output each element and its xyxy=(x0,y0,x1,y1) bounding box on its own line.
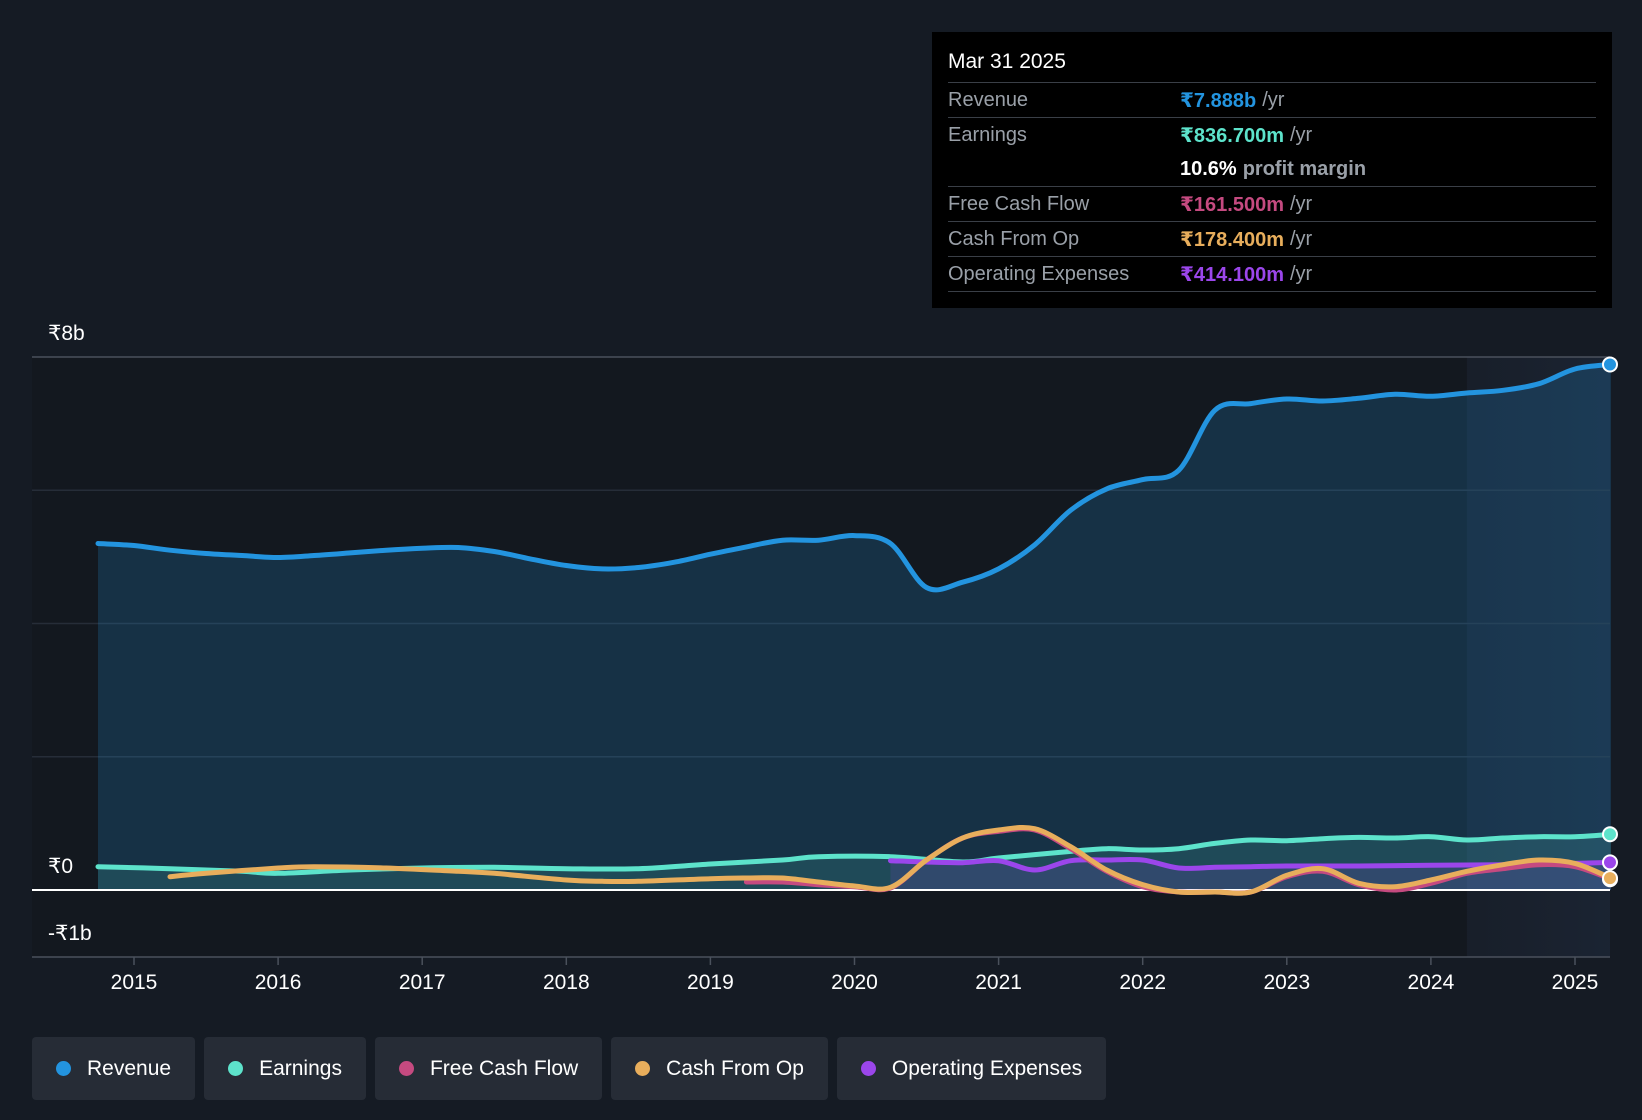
tooltip-row-fcf: Free Cash Flow ₹161.500m /yr xyxy=(948,187,1596,222)
x-tick-label: 2025 xyxy=(1552,971,1599,994)
series-line-opex[interactable] xyxy=(888,856,1614,873)
end-marker-earnings[interactable] xyxy=(1602,826,1618,843)
tooltip-unit: /yr xyxy=(1290,192,1313,215)
tooltip-label: Revenue xyxy=(948,88,1029,111)
x-tick-label: 2024 xyxy=(1408,971,1455,994)
tooltip-row-cfo: Cash From Op ₹178.400m /yr xyxy=(948,222,1596,257)
tooltip-label: Operating Expenses xyxy=(948,262,1130,285)
profit-margin-value: 10.6% xyxy=(1180,157,1237,180)
legend-dot-icon xyxy=(56,1061,71,1076)
gridlines xyxy=(32,356,1610,958)
series-lines xyxy=(95,362,1614,896)
tooltip-label: Earnings xyxy=(948,123,1027,146)
profit-margin-label: profit margin xyxy=(1242,157,1367,180)
legend: Revenue Earnings Free Cash Flow Cash Fro… xyxy=(32,1037,1115,1100)
legend-item-operating-expenses[interactable]: Operating Expenses xyxy=(836,1037,1107,1100)
x-tick-label: 2017 xyxy=(399,971,446,994)
y-tick-label: ₹0 xyxy=(48,855,73,878)
tooltip-value: ₹414.100m xyxy=(1180,263,1284,286)
tooltip-unit: /yr xyxy=(1262,88,1285,111)
x-tick-label: 2020 xyxy=(831,971,878,994)
legend-dot-icon xyxy=(228,1061,244,1076)
legend-item-revenue[interactable]: Revenue xyxy=(32,1037,196,1100)
tooltip-label: Cash From Op xyxy=(948,227,1080,250)
tooltip-value: ₹178.400m xyxy=(1180,228,1284,251)
series-fill-revenue xyxy=(98,364,1611,890)
legend-label: Cash From Op xyxy=(666,1056,804,1080)
legend-item-cash-from-op[interactable]: Cash From Op xyxy=(611,1037,828,1100)
end-markers[interactable] xyxy=(1602,356,1618,888)
legend-label: Earnings xyxy=(259,1056,342,1080)
tooltip-unit: /yr xyxy=(1290,262,1313,285)
tooltip-value: ₹7.888b xyxy=(1180,89,1257,112)
y-axis-labels: ₹8b ₹0 -₹1b xyxy=(48,322,92,945)
tooltip-unit: /yr xyxy=(1290,227,1313,250)
legend-dot-icon xyxy=(860,1061,876,1076)
x-tick-label: 2015 xyxy=(111,971,158,994)
x-axis: 2015 2016 2017 2018 2019 2020 2021 2022 2023 2024… xyxy=(111,957,1599,994)
tooltip-value: ₹161.500m xyxy=(1180,193,1284,216)
series-line-cfo[interactable] xyxy=(167,824,1614,896)
x-tick-label: 2022 xyxy=(1119,971,1166,994)
tooltip-date: Mar 31 2025 xyxy=(948,46,1596,83)
series-line-revenue[interactable] xyxy=(95,362,1614,593)
legend-label: Free Cash Flow xyxy=(429,1056,579,1080)
legend-dot-icon xyxy=(635,1061,651,1076)
x-tick-label: 2019 xyxy=(687,971,734,994)
x-tick-label: 2018 xyxy=(543,971,590,994)
chart-area: ₹8b ₹0 -₹1b 2015 2016 2017 2018 2019 2020 2021… xyxy=(32,322,1618,994)
end-marker-opex[interactable] xyxy=(1602,854,1618,871)
tooltip-panel: Mar 31 2025 Revenue ₹7.888b /yr Earnings… xyxy=(932,32,1612,308)
y-tick-label: ₹8b xyxy=(48,322,85,345)
tooltip-row-opex: Operating Expenses ₹414.100m /yr xyxy=(948,257,1596,292)
end-marker-cfo[interactable] xyxy=(1602,870,1618,887)
series-fill-earnings xyxy=(98,834,1611,890)
legend-item-free-cash-flow[interactable]: Free Cash Flow xyxy=(374,1037,603,1100)
x-tick-label: 2021 xyxy=(975,971,1022,994)
legend-label: Revenue xyxy=(87,1056,172,1080)
legend-label: Operating Expenses xyxy=(891,1056,1083,1080)
tooltip-row-earnings: Earnings ₹836.700m /yr xyxy=(948,118,1596,152)
tooltip-label: Free Cash Flow xyxy=(948,192,1090,215)
y-tick-label: -₹1b xyxy=(48,922,92,945)
tooltip-unit: /yr xyxy=(1290,123,1313,146)
tooltip-row-revenue: Revenue ₹7.888b /yr xyxy=(948,83,1596,118)
x-tick-label: 2016 xyxy=(255,971,302,994)
x-tick-label: 2023 xyxy=(1263,971,1310,994)
tooltip-row-margin: 10.6% profit margin xyxy=(948,152,1596,187)
legend-item-earnings[interactable]: Earnings xyxy=(204,1037,366,1100)
tooltip-value: ₹836.700m xyxy=(1180,124,1284,147)
legend-dot-icon xyxy=(398,1061,414,1076)
end-marker-revenue[interactable] xyxy=(1602,356,1618,373)
series-fills xyxy=(98,364,1611,890)
highlight-region xyxy=(1466,357,1610,957)
